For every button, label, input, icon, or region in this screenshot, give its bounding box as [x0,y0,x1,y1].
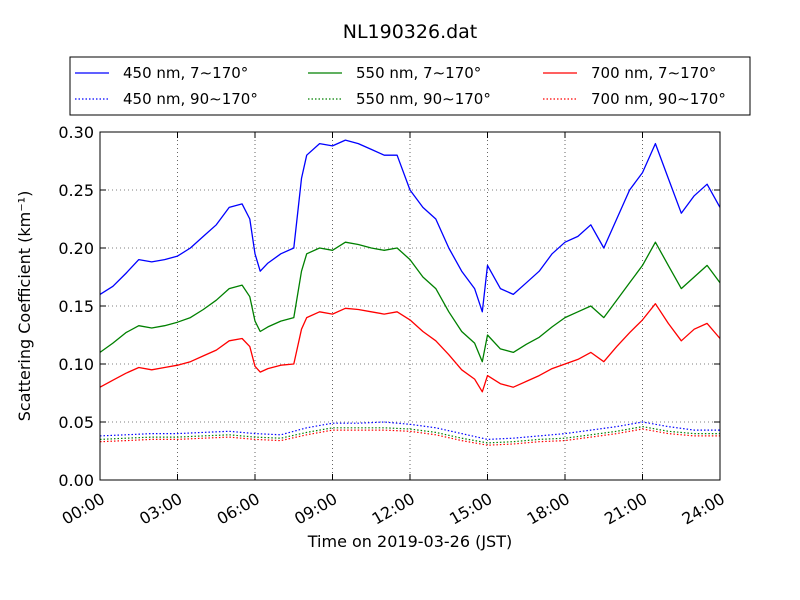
series-line-2 [99,303,721,393]
y-tick-label: 0.00 [58,471,94,490]
y-tick-label: 0.15 [58,297,94,316]
chart-title: NL190326.dat [343,21,478,43]
y-tick-label: 0.05 [58,413,94,432]
legend: 450 nm, 7∼170° 550 nm, 7∼170° 700 nm, 7∼17… [69,56,751,116]
legend-label: 550 nm, 7∼170° [356,64,481,82]
y-tick-label: 0.30 [58,123,94,142]
legend-label: 450 nm, 90∼170° [123,90,258,108]
legend-label: 450 nm, 7∼170° [123,64,248,82]
y-tick-label: 0.20 [58,239,94,258]
y-tick-label: 0.10 [58,355,94,374]
x-axis-label: Time on 2019-03-26 (JST) [307,532,512,551]
axis-ticks [99,131,721,481]
legend-frame [69,56,751,116]
plot-area [99,131,721,481]
legend-label: 700 nm, 7∼170° [591,64,716,82]
series-line-3 [99,421,720,440]
grid [100,132,720,480]
y-tick-label: 0.25 [58,181,94,200]
series-line-0 [99,139,721,313]
series-line-1 [99,241,721,363]
legend-label: 700 nm, 90∼170° [591,90,726,108]
legend-label: 550 nm, 90∼170° [356,90,491,108]
series-lines [99,139,721,446]
y-axis-label: Scattering Coefficient (km⁻¹) [15,191,34,422]
